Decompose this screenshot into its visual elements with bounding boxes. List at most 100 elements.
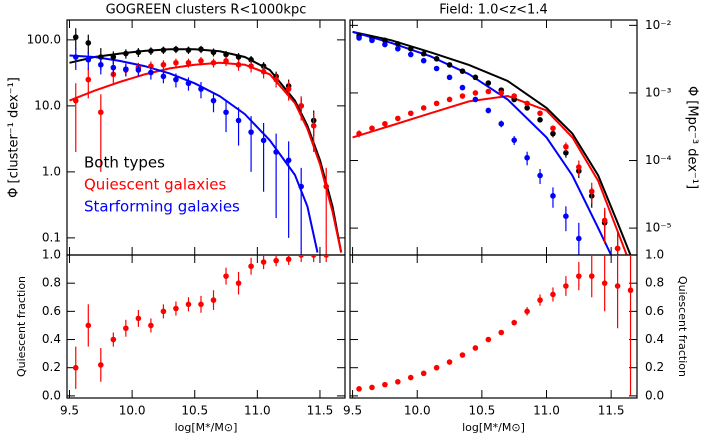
data-point <box>511 319 517 326</box>
data-point <box>185 301 192 308</box>
data-point <box>98 61 104 68</box>
data-point <box>173 59 179 66</box>
y-tick-label: 0.8 <box>42 276 61 290</box>
data-point <box>135 315 142 322</box>
data-point <box>135 67 142 73</box>
data-point <box>198 301 204 308</box>
data-point <box>356 386 362 392</box>
data-point <box>148 322 154 329</box>
data-point <box>550 130 556 137</box>
data-point <box>173 76 179 83</box>
data-point <box>601 280 608 286</box>
data-point <box>576 164 582 170</box>
data-point <box>485 80 492 86</box>
data-point <box>550 291 556 298</box>
data-point <box>235 54 242 60</box>
legend-entry: Starforming galaxies <box>84 198 240 216</box>
data-point <box>446 359 453 365</box>
y-tick-label: 0.2 <box>645 360 664 374</box>
fit-curve <box>69 61 343 253</box>
data-point <box>123 325 129 332</box>
data-point <box>511 137 517 143</box>
legend-entry: Both types <box>84 154 165 172</box>
data-point <box>85 76 92 83</box>
data-point <box>433 65 440 72</box>
data-point <box>395 378 401 385</box>
y-tick-label: 0.6 <box>42 304 61 318</box>
data-point <box>446 96 453 103</box>
data-point <box>223 109 229 116</box>
data-point <box>524 154 530 161</box>
data-point <box>433 55 440 62</box>
data-point <box>185 47 192 53</box>
x-tick-label: 11.0 <box>244 404 271 418</box>
fit-curve <box>69 54 319 253</box>
data-point <box>407 374 414 381</box>
y-axis-label: Quiescent fraction <box>676 276 689 377</box>
y-tick-label: 0.4 <box>645 332 664 346</box>
data-point <box>472 74 479 81</box>
y-tick-label: 100.0 <box>27 32 61 46</box>
data-point <box>459 68 466 74</box>
data-point <box>472 96 479 103</box>
data-point <box>173 46 179 53</box>
y-tick-label: 1.0 <box>645 248 664 262</box>
y-axis-label: Quiescent fraction <box>15 276 28 377</box>
data-point <box>248 63 254 69</box>
fit-curve <box>352 30 632 255</box>
data-point <box>382 41 388 48</box>
data-point <box>420 370 427 377</box>
y-tick-label: 0.0 <box>42 388 61 402</box>
data-point <box>485 336 492 343</box>
data-point <box>198 46 204 53</box>
data-point <box>135 49 142 56</box>
data-point <box>110 64 117 71</box>
data-point <box>614 283 621 289</box>
data-point <box>285 157 292 164</box>
fit-curve <box>352 94 628 255</box>
data-point <box>298 103 304 109</box>
panel-title: GOGREEN clusters R<1000kpc <box>106 3 307 18</box>
data-point <box>273 149 279 155</box>
data-point <box>433 100 440 107</box>
y-tick-label: 0.6 <box>645 304 664 318</box>
data-point <box>485 88 492 95</box>
data-point <box>210 297 217 303</box>
y-axis-label: Φ [Mpc⁻³ dex⁻¹] <box>685 86 700 189</box>
y-tick-label: 10.0 <box>34 98 61 112</box>
data-point <box>407 110 414 117</box>
data-point <box>407 51 414 58</box>
data-point <box>382 37 388 44</box>
data-point <box>459 84 466 91</box>
y-tick-label: 0.4 <box>42 332 61 346</box>
data-point <box>446 74 453 81</box>
data-point <box>72 54 79 60</box>
data-point <box>260 137 267 144</box>
data-point <box>459 93 466 99</box>
fit-curve <box>352 30 613 255</box>
data-point <box>563 283 569 289</box>
data-point <box>160 61 167 68</box>
data-point <box>298 255 304 258</box>
data-point <box>235 117 242 124</box>
data-point <box>382 381 388 388</box>
data-point <box>588 188 595 195</box>
data-point <box>248 56 254 63</box>
data-point <box>223 273 229 279</box>
plot-area <box>352 30 632 255</box>
data-point <box>563 143 569 150</box>
plot-frame <box>66 254 346 399</box>
data-point <box>72 364 79 371</box>
data-point <box>614 245 621 252</box>
y-axis-label: Φ [cluster⁻¹ dex⁻¹] <box>7 77 22 198</box>
data-point <box>524 308 530 315</box>
data-point <box>563 150 569 156</box>
data-point <box>223 51 229 58</box>
legend-entry: Quiescent galaxies <box>84 176 227 194</box>
panel-title: Field: 1.0<z<1.4 <box>439 3 547 18</box>
y-tick-label: 10⁻³ <box>645 85 672 99</box>
data-point <box>223 58 229 64</box>
data-point <box>537 110 543 117</box>
data-point <box>459 352 466 358</box>
